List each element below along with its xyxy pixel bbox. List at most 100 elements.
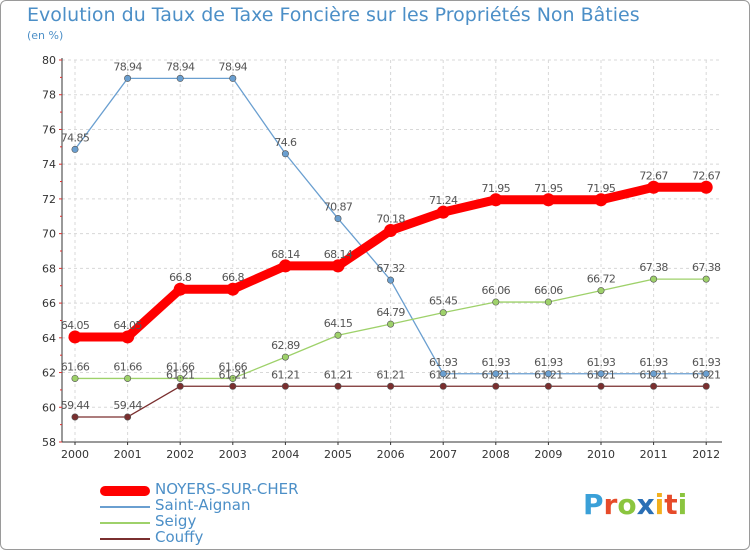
data-label: 67.32 [376,262,405,275]
data-point [176,74,184,82]
legend-swatch [100,538,150,540]
data-point [439,370,447,378]
x-tick-label: 2004 [271,448,299,461]
data-label: 61.93 [534,356,563,369]
data-point [387,276,395,284]
data-label: 78.94 [113,60,142,73]
data-label: 61.21 [587,368,616,381]
data-label: 61.93 [639,356,668,369]
x-tick-label: 2010 [587,448,615,461]
data-point [650,275,658,283]
data-label: 66.72 [587,273,616,286]
data-label: 78.94 [166,60,195,73]
data-label: 61.21 [324,368,353,381]
data-label: 61.66 [166,360,195,373]
data-label: 61.21 [534,368,563,381]
data-label: 71.95 [534,182,563,195]
data-label: 61.21 [376,368,405,381]
data-point [387,320,395,328]
x-tick-label: 2006 [377,448,405,461]
data-point [541,193,555,207]
x-tick-label: 2002 [166,448,194,461]
logo-letter: o [617,488,637,521]
data-point [650,382,658,390]
data-label: 64.05 [113,319,142,332]
data-point [121,330,135,344]
data-point [702,370,710,378]
y-tick-label: 60 [42,401,56,414]
x-tick-label: 2007 [429,448,457,461]
data-label: 72.67 [639,169,668,182]
x-tick-label: 2009 [534,448,562,461]
data-label: 66.06 [482,284,511,297]
legend-label: NOYERS-SUR-CHER [155,480,299,498]
data-label: 71.24 [429,194,458,207]
data-point [492,298,500,306]
data-point [124,74,132,82]
data-point [384,224,398,238]
data-label: 61.21 [271,368,300,381]
data-label: 59.44 [113,399,142,412]
x-tick-label: 2011 [640,448,668,461]
legend-label: Saint-Aignan [155,496,251,514]
data-point [173,282,187,296]
data-point [229,374,237,382]
data-label: 71.95 [482,182,511,195]
data-label: 62.89 [271,339,300,352]
data-label: 61.66 [219,360,248,373]
data-point [68,330,82,344]
data-label: 61.21 [166,368,195,381]
chart-title: Evolution du Taux de Taxe Foncière sur l… [27,4,640,26]
data-point [387,382,395,390]
y-tick-label: 80 [42,54,56,67]
data-label: 61.66 [61,360,90,373]
x-tick-label: 2001 [114,448,142,461]
logo-letter: P [583,488,604,521]
data-point [544,370,552,378]
data-label: 61.93 [482,356,511,369]
y-tick-label: 72 [42,193,56,206]
y-tick-label: 76 [42,123,56,136]
data-label: 66.8 [169,271,192,284]
data-label: 64.05 [61,319,90,332]
data-point [699,180,713,194]
data-label: 64.79 [376,306,405,319]
proxiti-logo: Proxiti [583,488,687,521]
data-label: 78.94 [219,60,248,73]
x-tick-label: 2008 [482,448,510,461]
data-point [597,382,605,390]
logo-letter: i [677,488,688,521]
data-point [281,382,289,390]
y-tick-label: 70 [42,228,56,241]
data-point [229,382,237,390]
data-point [278,259,292,273]
data-label: 65.45 [429,295,458,308]
data-point [597,287,605,295]
data-label: 61.93 [692,356,721,369]
legend-swatch [100,522,150,524]
data-point [71,145,79,153]
data-point [489,193,503,207]
data-label: 72.67 [692,169,721,182]
data-label: 61.21 [639,368,668,381]
data-point [650,370,658,378]
data-point [334,382,342,390]
data-label: 70.18 [376,213,405,226]
data-label: 61.21 [692,368,721,381]
logo-letter: i [654,488,665,521]
data-point [492,370,500,378]
data-point [124,374,132,382]
data-point [176,382,184,390]
logo-letter: t [664,488,678,521]
data-point [331,259,345,273]
data-label: 66.06 [534,284,563,297]
data-label: 61.93 [587,356,616,369]
data-point [544,298,552,306]
data-label: 68.14 [271,248,300,261]
data-point [492,382,500,390]
y-tick-label: 64 [42,332,56,345]
data-label: 61.66 [113,360,142,373]
x-tick-label: 2005 [324,448,352,461]
data-label: 61.93 [429,356,458,369]
